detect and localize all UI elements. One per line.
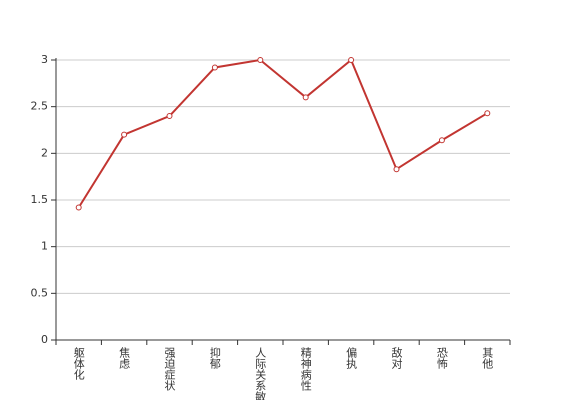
y-tick-label: 2 (41, 146, 48, 159)
point (438, 137, 445, 144)
y-tick-label: 0.5 (31, 286, 49, 299)
y-tick-label: 1.5 (31, 193, 49, 206)
x-tick-label: 焦虑 (118, 347, 131, 369)
line (77, 58, 488, 208)
point (211, 64, 218, 71)
x-tick-label: 恐怖 (435, 347, 448, 369)
y-tick-label: 2.5 (31, 100, 49, 113)
x-tick-label: 强迫症状 (163, 347, 176, 391)
x-tick-label: 躯体化 (72, 347, 85, 381)
y-tick-label: 1 (41, 240, 48, 253)
x-tick-label: 抑郁 (208, 346, 221, 369)
x-tick-label: 人际关系敏感 (254, 347, 267, 400)
x-tick-label: 偏执 (345, 346, 358, 370)
x-tick-label: 其他 (481, 347, 494, 369)
point (393, 166, 400, 173)
point (484, 110, 491, 117)
y-tick-label: 3 (41, 53, 48, 66)
x-tick-label: 敌对 (390, 346, 403, 369)
y-tick-label: 0 (41, 333, 48, 346)
point (121, 131, 128, 138)
point (302, 94, 309, 101)
point (348, 57, 355, 63)
point (75, 204, 82, 211)
x-tick-label: 精神病性 (299, 347, 312, 392)
point (166, 113, 173, 119)
point (257, 57, 264, 63)
